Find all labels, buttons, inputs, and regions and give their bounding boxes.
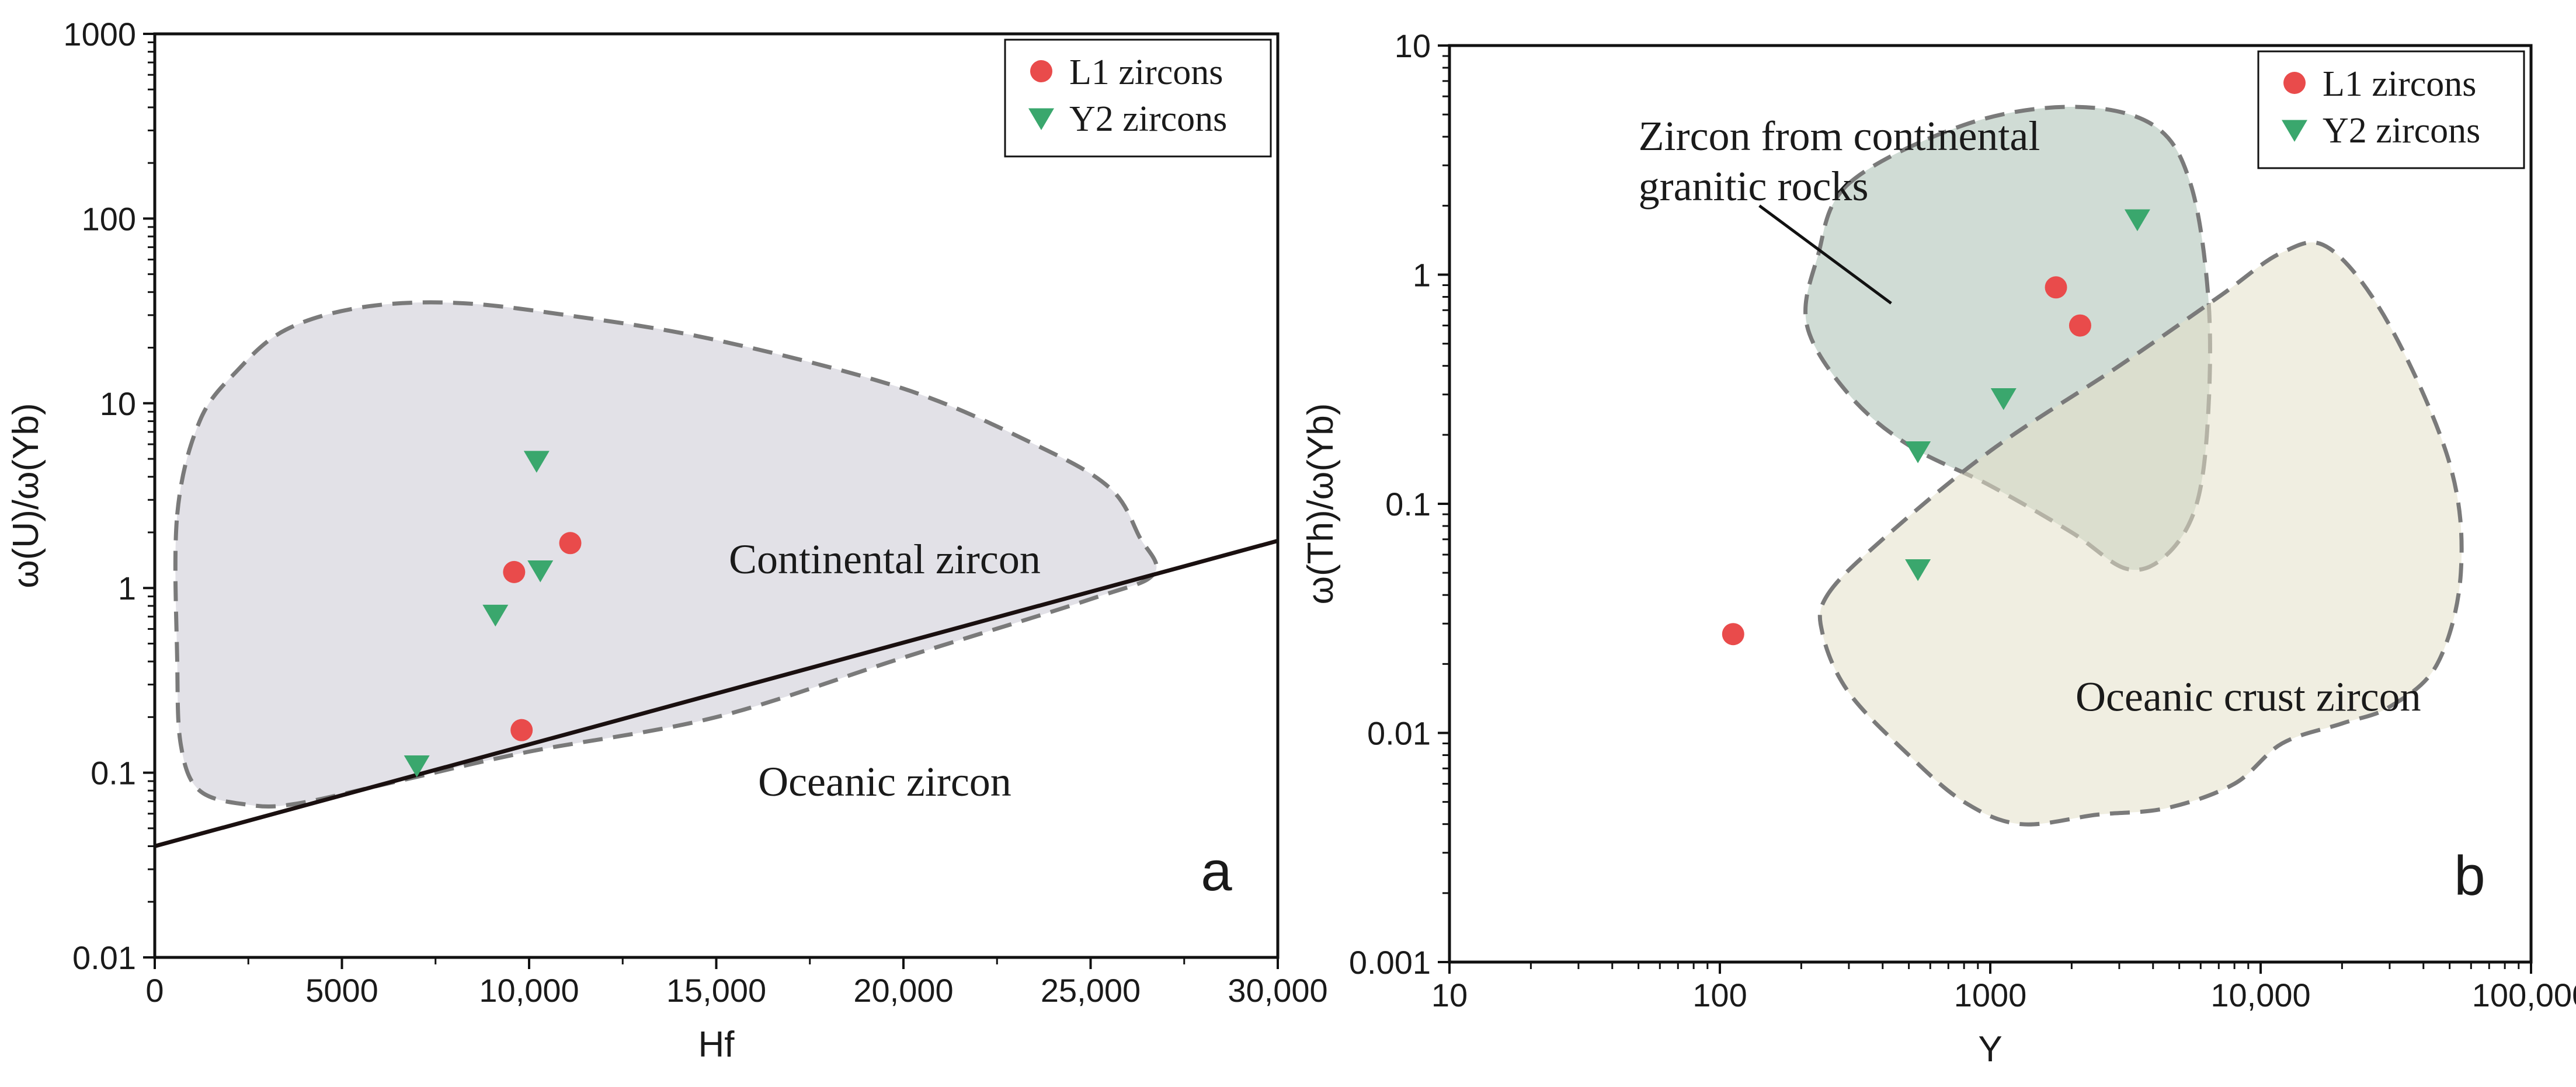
a-y-tick-label: 0.1	[91, 755, 136, 792]
a-y-tick-label: 1	[118, 570, 136, 607]
panel-b-legend: L1 zircons Y2 zircons	[2257, 50, 2525, 169]
b-field-label: Oceanic crust zircon	[2076, 673, 2421, 720]
b-field-label-line: granitic rocks	[1639, 163, 1869, 210]
b-field-label-line: Zircon from continental	[1639, 113, 2040, 159]
a-point-y2-2	[482, 604, 509, 627]
b-legend-marker-1	[2282, 120, 2307, 142]
b-y-tick-label: 0.001	[1349, 944, 1431, 981]
panel-b-fields	[1803, 104, 2464, 827]
a-y-axis-title: ω(U)/ω(Yb)	[6, 403, 46, 588]
b-y-tick-label: 10	[1395, 27, 1431, 64]
b-legend-box	[2257, 50, 2525, 169]
b-point-y2-0	[2124, 209, 2150, 232]
a-x-tick-label: 30,000	[1228, 972, 1327, 1009]
b-y-axis-title: ω(Th)/ω(Yb)	[1301, 403, 1341, 605]
b-y-tick-label: 1	[1413, 257, 1431, 294]
b-point-l1-1	[2069, 314, 2091, 337]
panel-a-points	[404, 451, 582, 778]
a-legend-marker-1	[1028, 108, 1054, 130]
a-point-y2-3	[404, 755, 430, 778]
a-x-axis-title: Hf	[698, 1025, 735, 1065]
b-panel-letter: b	[2454, 845, 2485, 907]
b-y-tick-label: 0.01	[1367, 715, 1431, 752]
b-x-tick-label: 100,000	[2472, 977, 2576, 1013]
panel-a-field-labels: Continental zircon Oceanic zircon	[729, 536, 1041, 805]
b-legend-label-0: L1 zircons	[2323, 64, 2476, 104]
a-panel-letter: a	[1201, 840, 1232, 903]
b-x-tick-label: 10	[1431, 977, 1468, 1013]
a-x-tick-label: 15,000	[666, 972, 766, 1009]
panel-b-chart: 10 100 1000 10,000 100,000 0.001 0.01 0.1 1 10 Yω(…	[1301, 27, 2576, 1069]
b-point-y2-3	[1905, 559, 1931, 581]
a-x-tick-label: 5000	[305, 972, 378, 1009]
b-point-y2-1	[1990, 388, 2017, 410]
a-x-tick-label: 25,000	[1041, 972, 1141, 1009]
a-x-tick-label: 0	[145, 972, 164, 1009]
b-point-y2-2	[1905, 441, 1931, 464]
a-point-l1-2	[510, 719, 533, 741]
a-point-y2-1	[527, 560, 554, 583]
panel-b-points	[1722, 209, 2150, 646]
b-x-tick-label: 10,000	[2210, 977, 2310, 1013]
b-x-tick-label: 100	[1692, 977, 1747, 1013]
b-legend-marker-0	[2283, 72, 2306, 94]
panel-a-legend: L1 zircons Y2 zircons	[1004, 39, 1272, 158]
b-x-axis-title: Y	[1978, 1029, 2002, 1069]
panel-a-boundary-line	[154, 539, 1278, 848]
a-point-y2-0	[523, 451, 550, 473]
b-x-tick-label: 1000	[1954, 977, 2027, 1013]
a-legend-label-1: Y2 zircons	[1069, 99, 1227, 139]
panel-a-chart: 0 5000 10,000 15,000 20,000 25,000 30,000 0.01 0…	[6, 16, 1328, 1065]
a-field-label: Continental zircon	[729, 536, 1041, 583]
a-boundary-line	[154, 539, 1278, 848]
a-field-label: Oceanic zircon	[758, 758, 1011, 805]
b-field-leader-line	[1758, 204, 1892, 305]
b-point-l1-0	[2045, 276, 2067, 299]
a-x-tick-label: 20,000	[853, 972, 953, 1009]
a-legend-label-0: L1 zircons	[1069, 53, 1223, 92]
panel-b-axes: 10 100 1000 10,000 100,000 0.001 0.01 0.1 1 10 Yω(…	[1301, 27, 2576, 1069]
b-y-tick-label: 0.1	[1385, 486, 1431, 522]
a-point-l1-0	[503, 560, 526, 583]
a-y-tick-label: 0.01	[72, 939, 136, 976]
a-y-tick-label: 100	[82, 200, 136, 237]
a-y-tick-label: 1000	[63, 16, 136, 53]
b-field-region-1	[1817, 240, 2464, 827]
b-legend-label-1: Y2 zircons	[2323, 111, 2480, 151]
panel-a-fields	[173, 300, 1159, 809]
panel-a-axes: 0 5000 10,000 15,000 20,000 25,000 30,000 0.01 0…	[6, 16, 1328, 1065]
a-legend-marker-0	[1030, 60, 1052, 82]
a-field-region-0	[173, 300, 1159, 809]
a-point-l1-1	[559, 532, 582, 555]
b-point-l1-2	[1722, 623, 1744, 646]
a-y-tick-label: 10	[100, 385, 136, 422]
a-legend-box	[1004, 39, 1272, 158]
a-x-tick-label: 10,000	[479, 972, 579, 1009]
